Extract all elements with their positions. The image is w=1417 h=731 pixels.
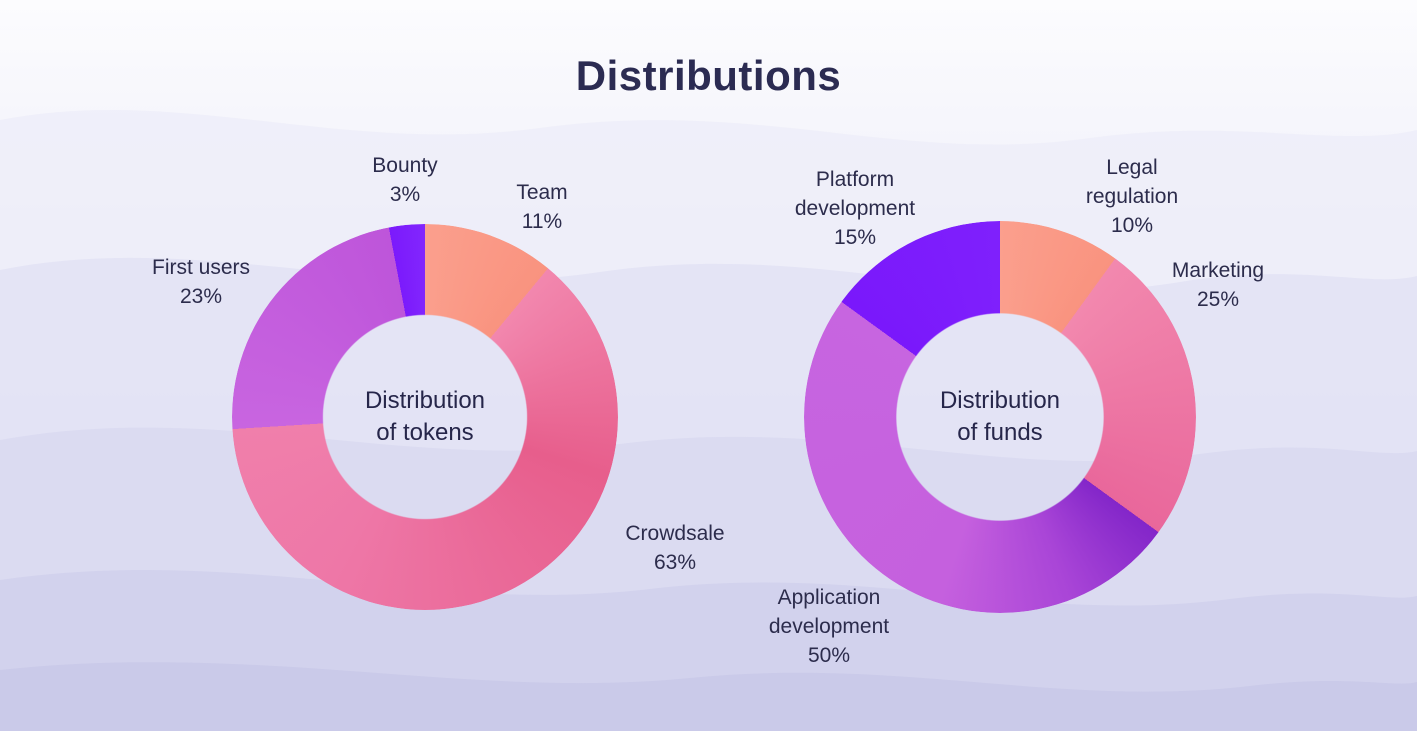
label-team: Team 11% <box>516 181 568 233</box>
tokens-chart: Distribution of tokens <box>232 224 618 610</box>
label-crowdsale: Crowdsale 63% <box>625 522 725 574</box>
label-platform-development: Platform development 15% <box>794 168 916 249</box>
label-application-development: Application development 50% <box>768 586 890 667</box>
tokens-donut-center-label: Distribution of tokens <box>364 386 486 446</box>
funds-donut-chart <box>804 221 1196 613</box>
funds-chart: Distribution of funds <box>804 221 1196 613</box>
label-bounty: Bounty 3% <box>372 154 438 206</box>
label-first-users: First users 23% <box>151 256 251 308</box>
page-title: Distributions <box>575 52 842 99</box>
label-marketing: Marketing 25% <box>1171 259 1265 311</box>
label-legal-regulation: Legal regulation 10% <box>1085 156 1179 237</box>
funds-donut-center-label: Distribution of funds <box>939 386 1061 446</box>
tokens-donut-chart <box>232 224 618 610</box>
